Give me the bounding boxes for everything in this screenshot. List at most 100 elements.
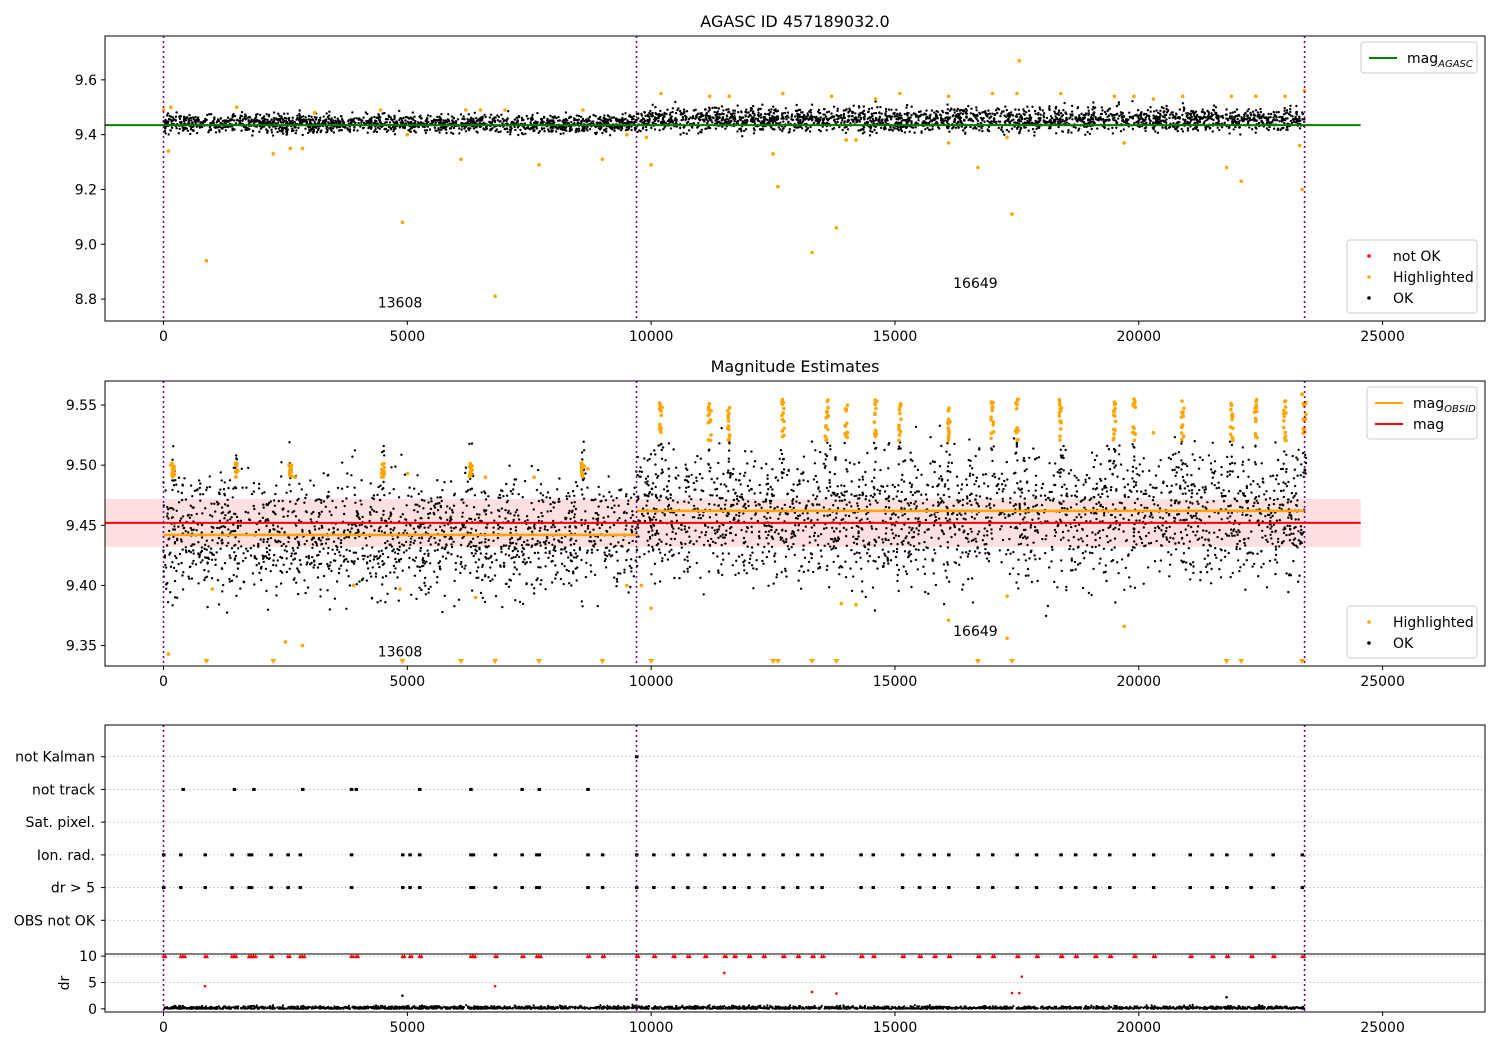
p1-ok-point [414,131,418,134]
p2-ok-point [450,553,453,556]
p1-ok-point [972,114,976,118]
p1-ok-point [682,131,685,135]
p2-ok-point [427,526,430,529]
p2-ok-point [541,494,545,497]
p1-ok-point [725,108,728,112]
p1-ok-point [1215,114,1219,117]
p2-ok-point [600,523,604,527]
p2-ok-point [484,574,487,577]
p1-ok-point [979,116,983,120]
p1-ok-point [328,114,331,117]
p2-ok-point [228,577,231,581]
p1-ok-point [852,120,855,124]
p1-ok-point [720,119,723,122]
p1-ok-point [569,115,573,119]
p1-ok-point [324,122,327,125]
p1-ok-point [685,116,688,119]
p2-ok-point [274,539,277,542]
p1-ok-point [826,122,829,125]
p1-ok-point [849,122,852,125]
p2-ok-point [315,544,319,547]
p1-ok-point [884,118,887,121]
p1-highlighted-point [1224,165,1229,170]
p1-ok-point [221,119,225,123]
p1-ok-point [891,129,894,132]
p1-ok-point [1154,130,1157,133]
p1-ok-point [984,111,987,114]
p2-ok-point [244,510,247,514]
p2-ok-point [193,489,197,492]
p2-ok-point [210,577,214,580]
p2-ok-point [596,519,599,522]
p2-ok-point [633,486,636,489]
p2-ok-point [525,561,529,564]
p1-ok-point [942,119,945,122]
p2-ok-point [469,545,473,549]
p1-highlighted-point [625,132,629,137]
p1-ok-point [573,118,576,121]
p2-ok-point [568,529,571,533]
p1-ok-point [577,114,581,118]
p1-ok-point [1099,112,1103,116]
p2-ok-point [377,485,380,489]
p1-ok-point [764,113,767,116]
p2-ok-point [316,554,319,557]
p1-ok-point [218,130,221,133]
p1-ok-point [632,115,635,118]
p1-ok-point [1078,116,1082,120]
p2-ok-point [279,569,282,573]
p2-ok-point [572,556,576,559]
p1-ok-point [1186,129,1190,132]
p2-ok-point [546,491,550,494]
p1-ok-point [1083,117,1086,120]
p1-ok-point [286,112,289,115]
p1-ok-point [922,113,925,116]
p1-ok-point [420,117,423,120]
p1-ok-point [381,112,384,115]
p1-highlighted-point [1283,94,1287,99]
p1-ok-point [1165,118,1168,121]
p2-ok-point [549,503,552,506]
p1-ok-point [806,127,810,130]
p1-ok-point [1191,128,1195,131]
p2-ok-point [533,592,536,595]
p2-ok-point [613,511,616,514]
p2-ok-point [371,566,374,569]
p1-ok-point [996,111,999,115]
p1-ok-point [1012,118,1015,121]
p2-ok-point [567,556,570,559]
p1-ok-point [1233,116,1237,119]
p1-ok-point [562,121,565,125]
p2-ok-point [584,472,587,475]
p1-ok-point [286,128,289,131]
p1-ok-point [910,113,913,117]
p2-ok-point [570,501,573,504]
p2-ok-point [487,538,490,542]
p1-ok-point [1286,128,1289,131]
p2-ok-point [272,559,275,562]
p2-ok-point [584,530,587,533]
p1-ok-point [806,114,810,117]
p1-ok-point [1269,112,1273,116]
p1-ok-point [620,127,624,130]
p1-ok-point [925,117,928,121]
p1-ok-point [1101,109,1104,112]
p1-highlighted-point [169,105,173,110]
p1-ok-point [952,114,955,117]
p1-ok-point [864,121,867,125]
p2-ok-point [262,560,265,564]
p1-ok-point [430,121,434,125]
p1-ok-point [956,107,959,111]
p2-ok-point [433,506,437,509]
p2-ok-point [320,501,323,504]
p2-ok-point [538,529,541,532]
p1-ok-point [243,116,246,120]
p1-ok-point [1289,114,1292,117]
p1-ok-point [496,114,499,117]
p1-ok-point [993,112,996,116]
p1-ok-point [875,118,878,122]
p1-ok-point [1071,118,1074,121]
p1-ok-point [1100,118,1103,121]
p1-ok-point [1128,111,1131,114]
p1-ok-point [633,121,636,124]
